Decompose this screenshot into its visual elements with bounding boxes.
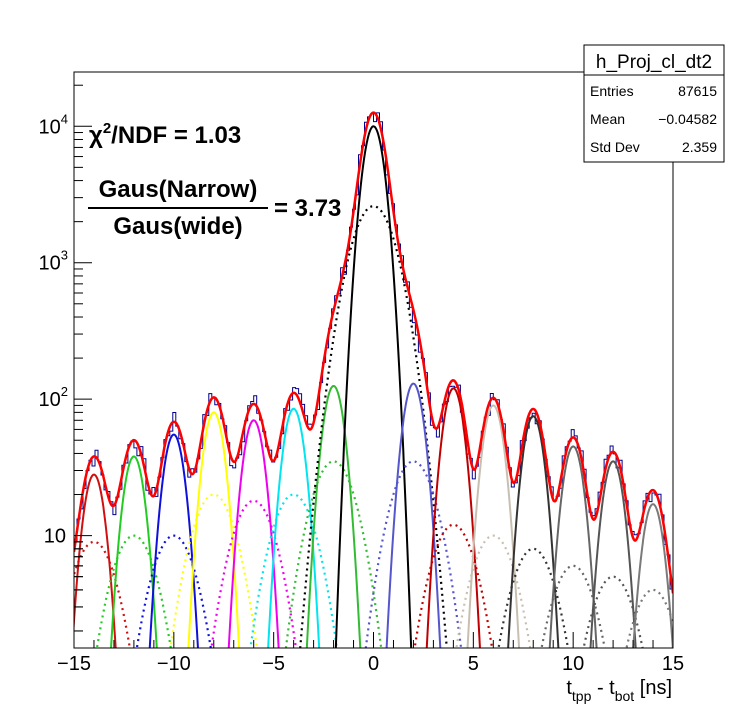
ratio-value: = 3.73 — [274, 195, 341, 222]
x-label-t1: t — [566, 677, 572, 699]
wide-gauss-curve-8 — [364, 460, 463, 648]
narrow-gauss-curve-4 — [227, 419, 280, 648]
stats-entries-value: 87615 — [678, 83, 717, 99]
y-tick-label: 103 — [39, 248, 68, 275]
chi2-superscript: 2 — [103, 120, 111, 137]
x-tick-label: −10 — [157, 653, 191, 675]
wide-gauss-curve-5 — [249, 493, 338, 648]
y-tick-label: 104 — [39, 111, 68, 138]
x-tick-label: 10 — [562, 653, 584, 675]
narrow-gauss-curve-3 — [187, 411, 241, 648]
narrow-gauss-curve-11 — [507, 415, 560, 648]
y-tick-base: 10 — [39, 116, 61, 138]
narrow-gauss-curve-6 — [305, 385, 362, 648]
data-histogram — [74, 112, 673, 590]
narrow-gauss-curve-10 — [466, 404, 521, 648]
x-label-unit: [ns] — [634, 677, 672, 699]
narrow-gauss-curve-1 — [110, 455, 158, 648]
stats-stddev-value: 2.359 — [682, 139, 717, 155]
chi2-symbol: χ — [89, 122, 103, 149]
wide-gauss-curve-1 — [95, 534, 172, 648]
wide-gauss-curve-10 — [455, 534, 532, 648]
narrow-gauss-curve-2 — [148, 433, 199, 648]
x-label-minus-t: - t — [591, 677, 615, 699]
y-tick-label: 102 — [39, 384, 68, 411]
ratio-numerator: Gaus(Narrow) — [99, 176, 258, 203]
x-tick-label: 5 — [468, 653, 479, 675]
stats-mean-label: Mean — [590, 111, 625, 127]
narrow-gauss-curve-12 — [548, 445, 598, 648]
wide-gauss-curve-11 — [497, 547, 570, 648]
wide-gauss-curve-2 — [135, 534, 212, 648]
x-label-sub-bot: bot — [615, 688, 635, 704]
y-tick-base: 10 — [39, 389, 61, 411]
x-axis-label: ttpp - tbot [ns] — [566, 677, 672, 704]
ratio-denominator: Gaus(wide) — [113, 213, 242, 240]
stats-box-frame — [583, 44, 725, 163]
narrow-gauss-curve-13 — [589, 460, 637, 648]
stats-entries-label: Entries — [590, 83, 634, 99]
narrow-gauss-curve-14 — [632, 503, 673, 648]
fit-annotations: χ2/NDF = 1.03 Gaus(Narrow) Gaus(wide) = … — [88, 120, 341, 240]
narrow-gauss-curve-0 — [74, 473, 117, 648]
narrow-gauss-curve-7 — [334, 125, 413, 648]
narrow-gauss-curve-9 — [425, 387, 481, 648]
wide-gauss-curve-13 — [582, 575, 644, 648]
wide-gauss-curve-3 — [169, 493, 259, 648]
x-tick-label: −15 — [57, 653, 91, 675]
wide-gauss-curve-6 — [284, 460, 383, 648]
series-layer — [74, 111, 673, 648]
stats-mean-value: −0.04582 — [658, 111, 717, 127]
chi2-value: /NDF = 1.03 — [111, 122, 241, 149]
y-tick-base: 10 — [39, 253, 61, 275]
x-label-sub-tpp: tpp — [572, 688, 592, 704]
stats-box: h_Proj_cl_dt2 Entries 87615 Mean −0.0458… — [583, 44, 725, 163]
y-tick-exponent: 3 — [61, 248, 68, 263]
stats-box-title: h_Proj_cl_dt2 — [596, 52, 712, 73]
y-tick-exponent: 4 — [61, 111, 68, 126]
stats-stddev-label: Std Dev — [590, 139, 640, 155]
x-tick-label: 15 — [662, 653, 684, 675]
total-fit-curve — [74, 111, 673, 594]
chi2-annotation: χ2/NDF = 1.03 — [89, 120, 241, 149]
wide-gauss-curve-9 — [413, 523, 494, 648]
x-tick-label: −5 — [262, 653, 285, 675]
x-tick-label: 0 — [368, 653, 379, 675]
y-tick-exponent: 2 — [61, 384, 68, 399]
y-tick-label: 10 — [44, 526, 66, 548]
